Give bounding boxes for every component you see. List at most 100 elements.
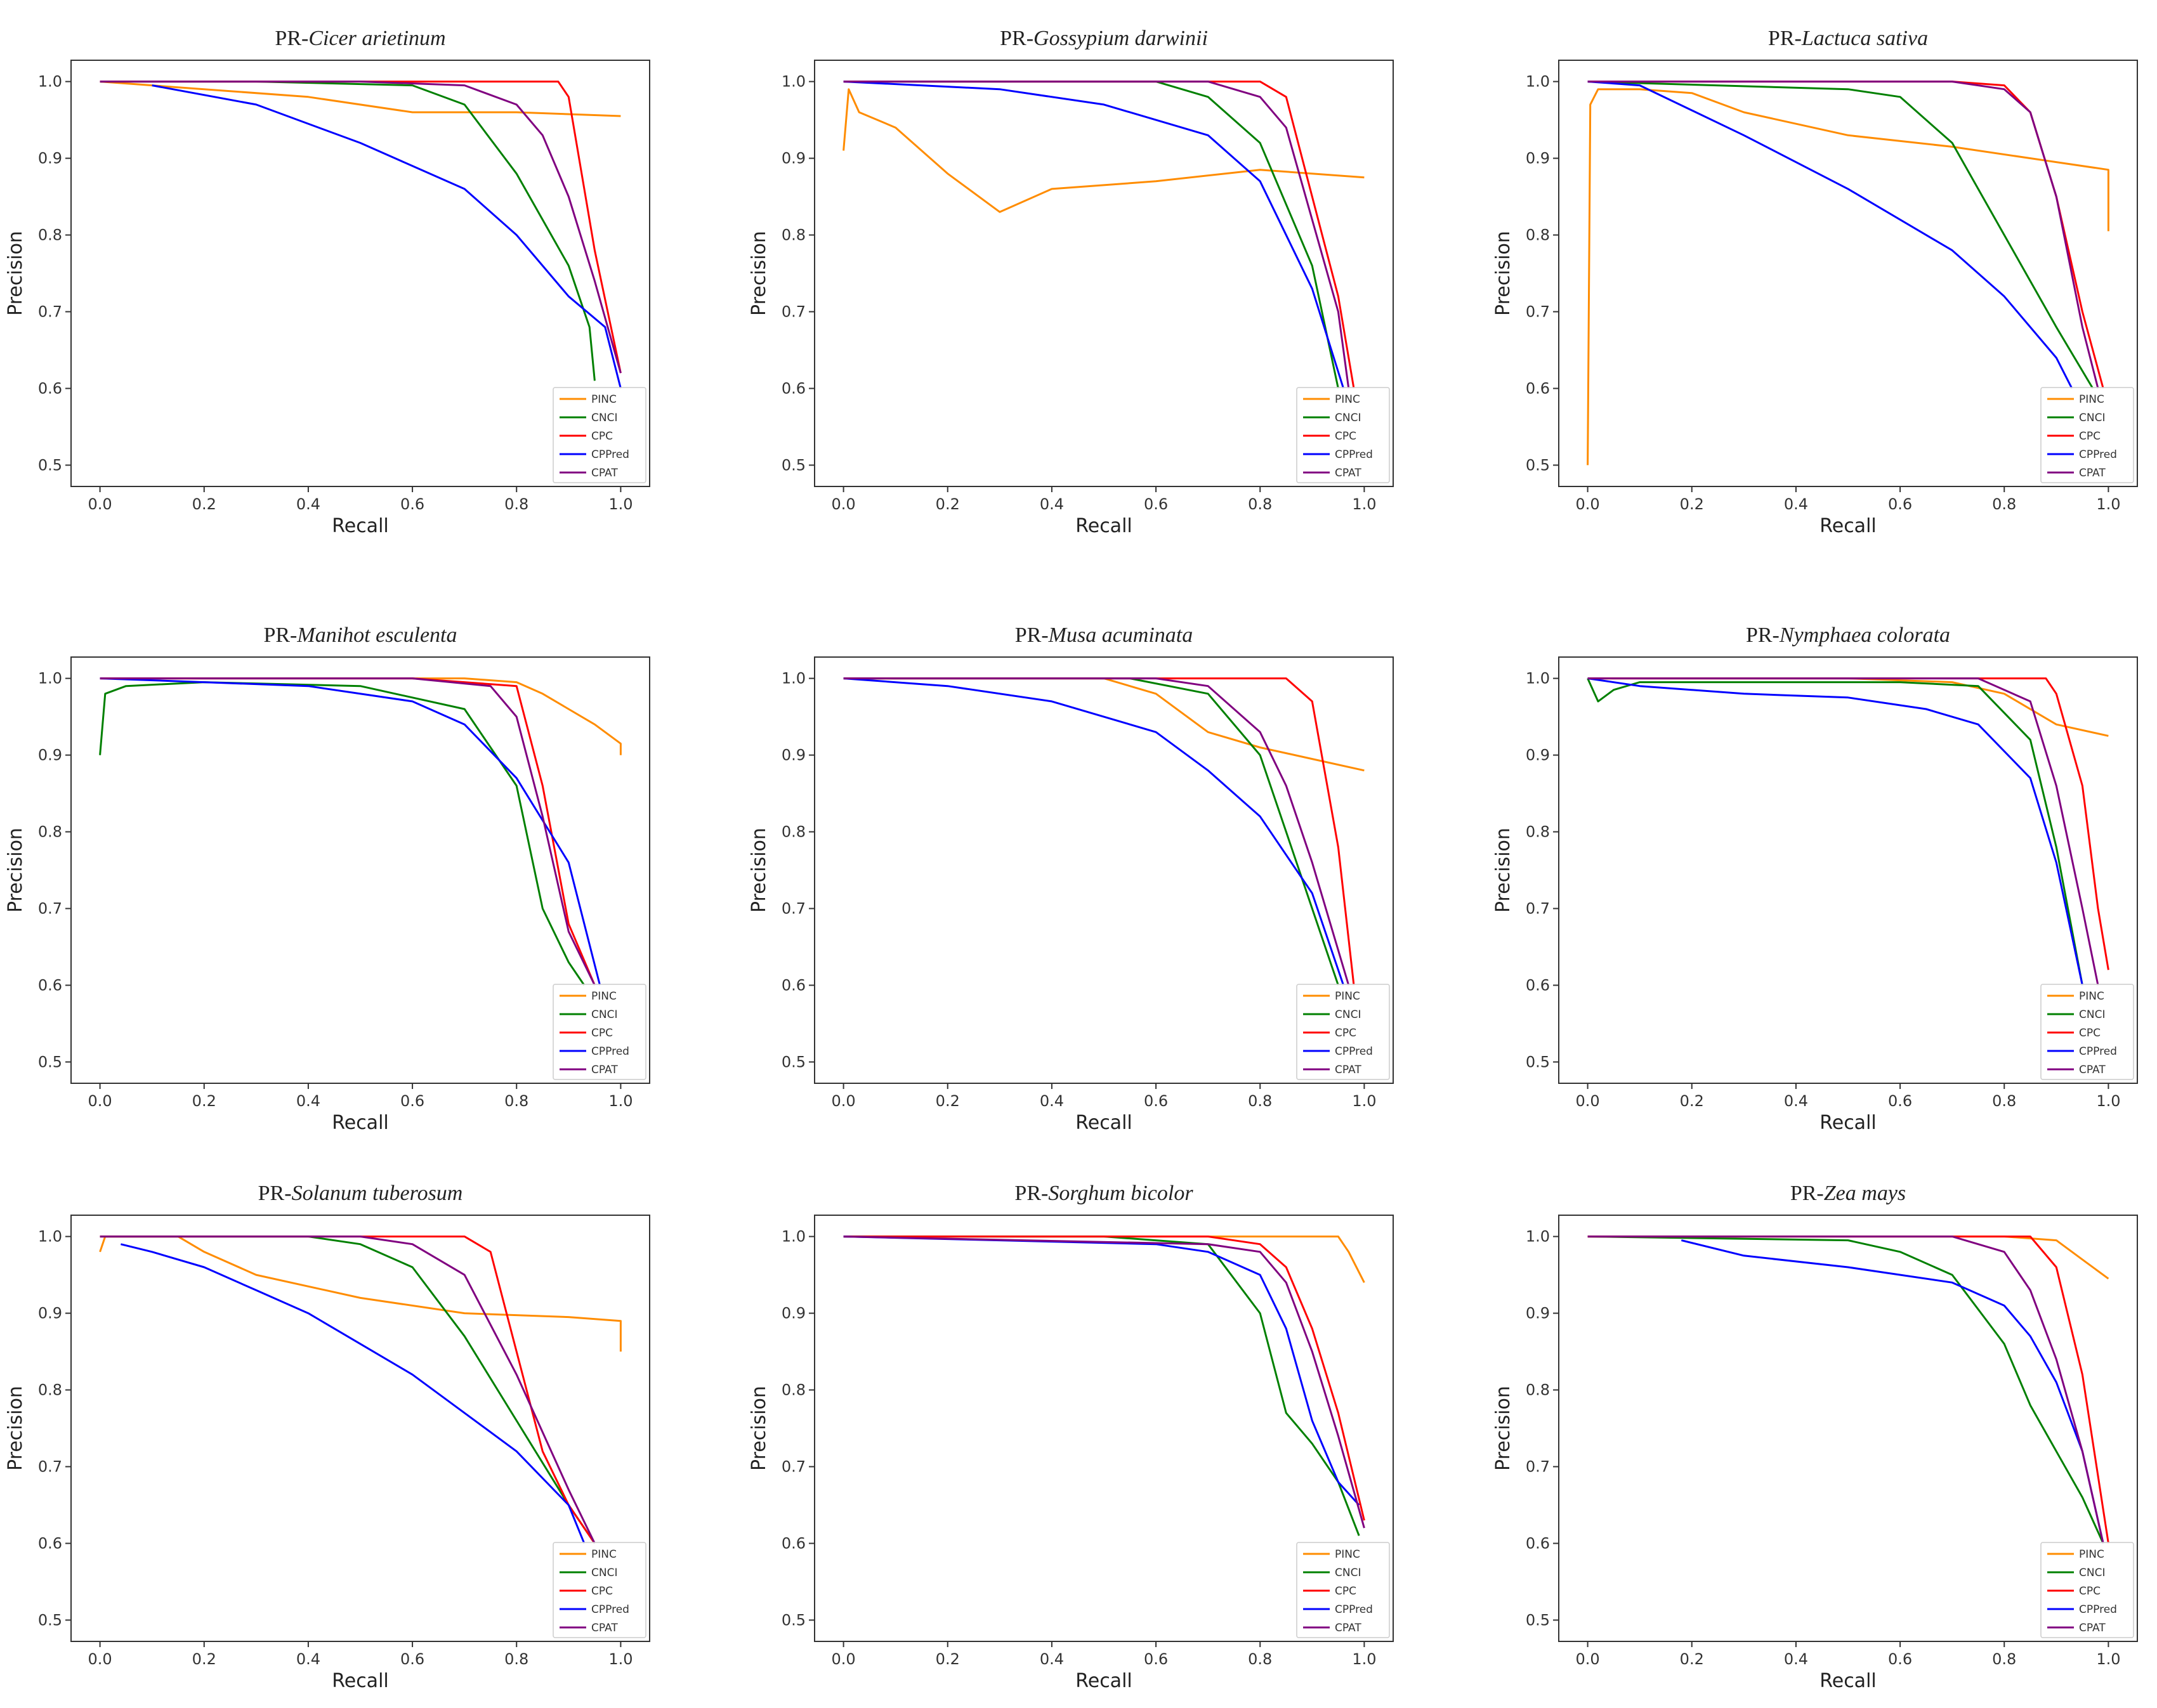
x-tick-label: 1.0 bbox=[608, 1092, 633, 1110]
y-tick-label: 0.8 bbox=[38, 823, 62, 841]
series-line-cpat bbox=[1587, 1235, 2104, 1544]
series-line-cpc bbox=[100, 1235, 596, 1544]
legend-label: CNCI bbox=[1335, 1008, 1361, 1021]
legend-label: CNCI bbox=[2079, 412, 2105, 424]
chart-title-species: Lactuca sativa bbox=[1801, 27, 1928, 50]
y-tick-label: 0.6 bbox=[782, 379, 806, 397]
y-tick-label: 0.8 bbox=[1526, 1381, 1550, 1399]
x-tick-label: 0.8 bbox=[504, 495, 528, 513]
legend-label: PINC bbox=[1335, 990, 1360, 1003]
y-tick-label: 0.8 bbox=[782, 823, 806, 841]
legend-label: CNCI bbox=[2079, 1567, 2105, 1579]
legend-label: CPPred bbox=[591, 1045, 629, 1058]
series-line-cppred bbox=[1681, 1239, 2104, 1544]
y-tick-label: 0.5 bbox=[1526, 456, 1550, 474]
x-tick-label: 0.4 bbox=[1040, 1092, 1064, 1110]
chart-title-species: Sorghum bicolor bbox=[1048, 1182, 1193, 1205]
series-line-cppred bbox=[843, 677, 1345, 986]
y-tick-label: 0.7 bbox=[38, 1457, 62, 1475]
legend-label: CNCI bbox=[2079, 1008, 2105, 1021]
y-axis-label: Precision bbox=[4, 828, 27, 913]
legend-label: CPPred bbox=[2079, 1603, 2117, 1616]
legend-label: PINC bbox=[1335, 1548, 1360, 1561]
chart-title-species: Gossypium darwinii bbox=[1033, 27, 1208, 50]
legend-label: CPC bbox=[1335, 1027, 1356, 1040]
series-line-cnci bbox=[1587, 1235, 2104, 1544]
legend-label: PINC bbox=[591, 393, 617, 406]
x-tick-label: 0.8 bbox=[1248, 1092, 1272, 1110]
legend-box bbox=[553, 387, 646, 483]
legend: PINC CNCI CPC CPPred CPAT bbox=[1296, 1542, 1390, 1638]
series-line-cnci bbox=[1587, 677, 2083, 986]
chart-panel: PR-Solanum tuberosum 0.0 0.2 0.4 0.6 0.8 1.0 0.… bbox=[4, 1182, 650, 1692]
legend-box bbox=[2040, 387, 2134, 483]
x-tick-label: 0.0 bbox=[1576, 1650, 1600, 1668]
y-tick-label: 0.7 bbox=[782, 303, 806, 320]
y-tick-label: 1.0 bbox=[782, 73, 806, 91]
series-line-cpc bbox=[843, 81, 1355, 389]
legend-label: CNCI bbox=[591, 1008, 617, 1021]
legend-label: CPC bbox=[2079, 1027, 2101, 1040]
plot-frame bbox=[70, 1215, 650, 1642]
x-tick-label: 0.2 bbox=[192, 1650, 216, 1668]
x-tick-label: 0.0 bbox=[832, 1092, 856, 1110]
y-axis-label: Precision bbox=[1492, 231, 1514, 316]
y-tick-label: 0.9 bbox=[1526, 746, 1550, 764]
x-tick-label: 0.2 bbox=[192, 1092, 216, 1110]
y-axis-label: Precision bbox=[748, 231, 770, 316]
chart-panel: PR-Nymphaea colorata 0.0 0.2 0.4 0.6 0.8 1.0 0.… bbox=[1492, 623, 2138, 1134]
chart-title-prefix: PR- bbox=[1014, 1182, 1048, 1205]
legend-label: CPC bbox=[1335, 430, 1356, 443]
x-tick-label: 1.0 bbox=[1352, 1092, 1376, 1110]
x-tick-label: 1.0 bbox=[1352, 1650, 1376, 1668]
x-axis-label: Recall bbox=[1819, 1112, 1877, 1134]
legend-label: CNCI bbox=[591, 1567, 617, 1579]
legend-box bbox=[2040, 984, 2134, 1080]
x-tick-label: 0.2 bbox=[936, 1092, 960, 1110]
x-axis-label: Recall bbox=[1819, 515, 1877, 537]
y-tick-label: 0.5 bbox=[782, 1611, 806, 1629]
y-tick-label: 0.6 bbox=[1526, 976, 1550, 994]
series-line-cppred bbox=[1587, 81, 2073, 389]
legend-label: CPPred bbox=[2079, 1045, 2117, 1058]
chart-title-prefix: PR- bbox=[1768, 27, 1802, 50]
chart-title-species: Cicer arietinum bbox=[308, 27, 445, 50]
legend-label: CPPred bbox=[1335, 1045, 1373, 1058]
series-line-pinc bbox=[843, 677, 1365, 772]
chart-title: PR-Nymphaea colorata bbox=[1746, 623, 1950, 647]
legend-label: CPAT bbox=[1335, 1622, 1361, 1634]
x-tick-label: 1.0 bbox=[608, 1650, 633, 1668]
y-tick-label: 1.0 bbox=[38, 1228, 62, 1246]
y-tick-label: 0.9 bbox=[38, 1305, 62, 1322]
x-tick-label: 0.8 bbox=[1992, 495, 2016, 513]
x-tick-label: 0.6 bbox=[400, 1650, 424, 1668]
y-tick-label: 1.0 bbox=[38, 73, 62, 91]
legend-box bbox=[1296, 387, 1390, 483]
y-tick-label: 0.6 bbox=[782, 1534, 806, 1552]
y-axis-label: Precision bbox=[4, 1386, 27, 1471]
plot-frame bbox=[70, 656, 650, 1084]
legend-box bbox=[1296, 1542, 1390, 1638]
y-tick-label: 0.7 bbox=[782, 1457, 806, 1475]
series-line-pinc bbox=[100, 81, 621, 117]
x-tick-label: 0.2 bbox=[936, 1650, 960, 1668]
legend-label: CPC bbox=[591, 1027, 613, 1040]
x-tick-label: 0.8 bbox=[1992, 1650, 2016, 1668]
series-line-cpc bbox=[843, 1235, 1365, 1521]
y-tick-label: 0.5 bbox=[1526, 1053, 1550, 1071]
series-line-pinc bbox=[99, 1235, 622, 1352]
y-tick-label: 0.8 bbox=[38, 1381, 62, 1399]
x-tick-label: 0.4 bbox=[1784, 1650, 1808, 1668]
x-tick-label: 0.8 bbox=[504, 1650, 528, 1668]
x-tick-label: 0.6 bbox=[400, 495, 424, 513]
series-line-cppred bbox=[152, 84, 622, 389]
series-line-cpc bbox=[843, 677, 1355, 986]
y-tick-label: 0.6 bbox=[782, 976, 806, 994]
legend-label: CPAT bbox=[1335, 1064, 1361, 1076]
chart-panel: PR-Musa acuminata 0.0 0.2 0.4 0.6 0.8 1.0 0.5 0.… bbox=[748, 623, 1394, 1134]
chart-title: PR-Zea mays bbox=[1790, 1182, 1906, 1205]
x-axis-label: Recall bbox=[1075, 1670, 1132, 1692]
chart-panel: PR-Cicer arietinum 0.0 0.2 0.4 0.6 0.8 1.0 0.5 0… bbox=[4, 27, 650, 537]
y-tick-label: 0.9 bbox=[38, 150, 62, 167]
chart-title-prefix: PR- bbox=[275, 27, 308, 50]
